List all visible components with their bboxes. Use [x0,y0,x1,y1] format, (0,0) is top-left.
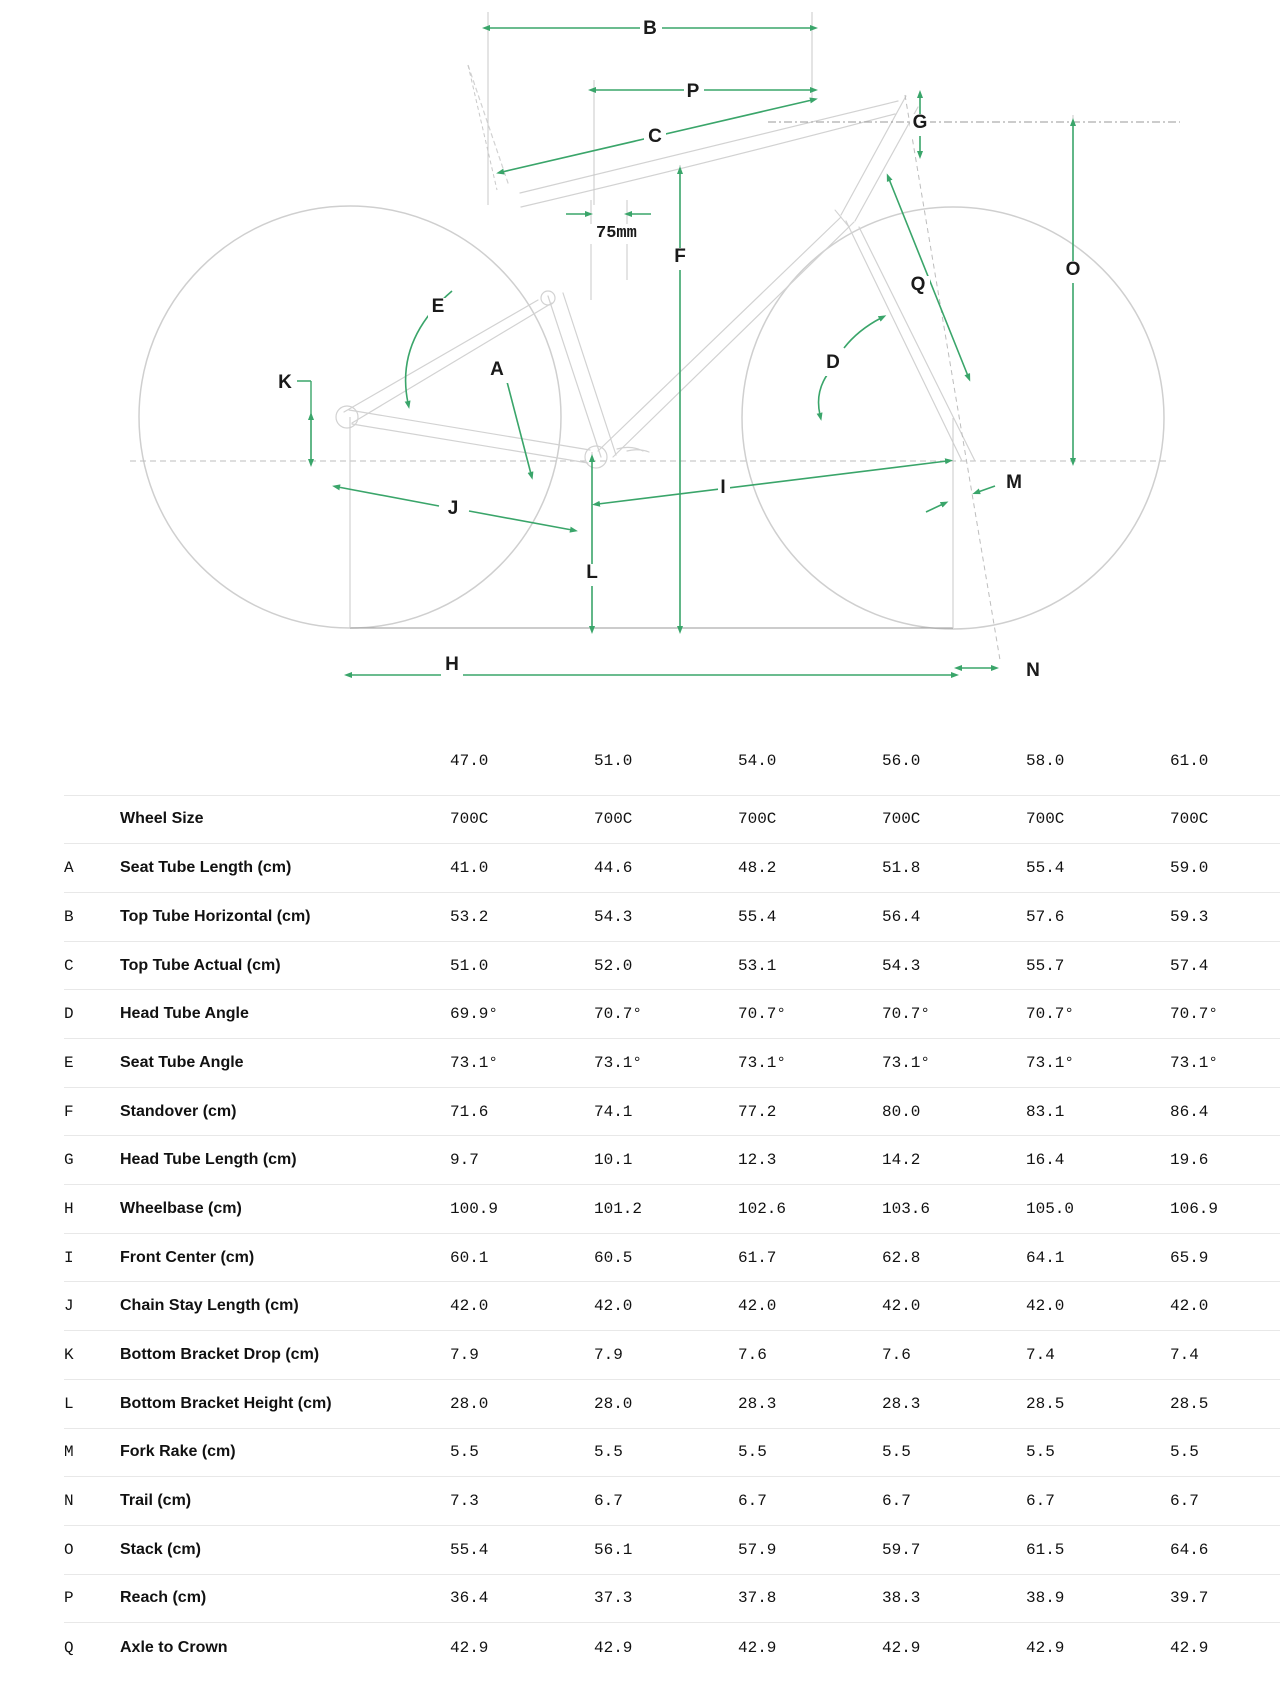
svg-text:C: C [648,126,662,147]
svg-text:H: H [445,654,459,675]
svg-text:F: F [674,246,686,267]
svg-text:N: N [1026,660,1040,681]
svg-text:75mm: 75mm [596,224,637,243]
svg-text:K: K [278,372,292,393]
svg-text:O: O [1066,259,1081,280]
svg-text:P: P [687,81,700,102]
svg-text:I: I [720,477,725,498]
svg-text:E: E [432,296,445,317]
svg-text:L: L [586,562,598,583]
svg-text:G: G [913,112,928,133]
svg-text:B: B [643,18,657,39]
svg-text:Q: Q [911,274,926,295]
svg-text:J: J [448,498,459,519]
svg-text:D: D [826,352,840,373]
svg-text:M: M [1006,472,1022,493]
svg-text:A: A [490,359,504,380]
